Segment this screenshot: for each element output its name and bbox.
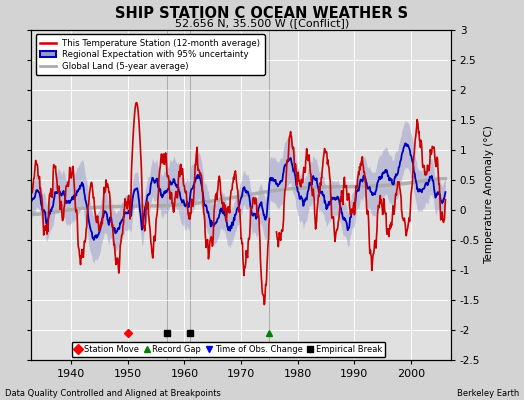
Y-axis label: Temperature Anomaly (°C): Temperature Anomaly (°C)	[484, 126, 494, 264]
Text: SHIP STATION C OCEAN WEATHER S: SHIP STATION C OCEAN WEATHER S	[115, 6, 409, 21]
Text: 52.656 N, 35.500 W ([Conflict]): 52.656 N, 35.500 W ([Conflict])	[175, 18, 349, 28]
Text: Data Quality Controlled and Aligned at Breakpoints: Data Quality Controlled and Aligned at B…	[5, 389, 221, 398]
Text: Berkeley Earth: Berkeley Earth	[456, 389, 519, 398]
Legend: Station Move, Record Gap, Time of Obs. Change, Empirical Break: Station Move, Record Gap, Time of Obs. C…	[72, 342, 385, 358]
